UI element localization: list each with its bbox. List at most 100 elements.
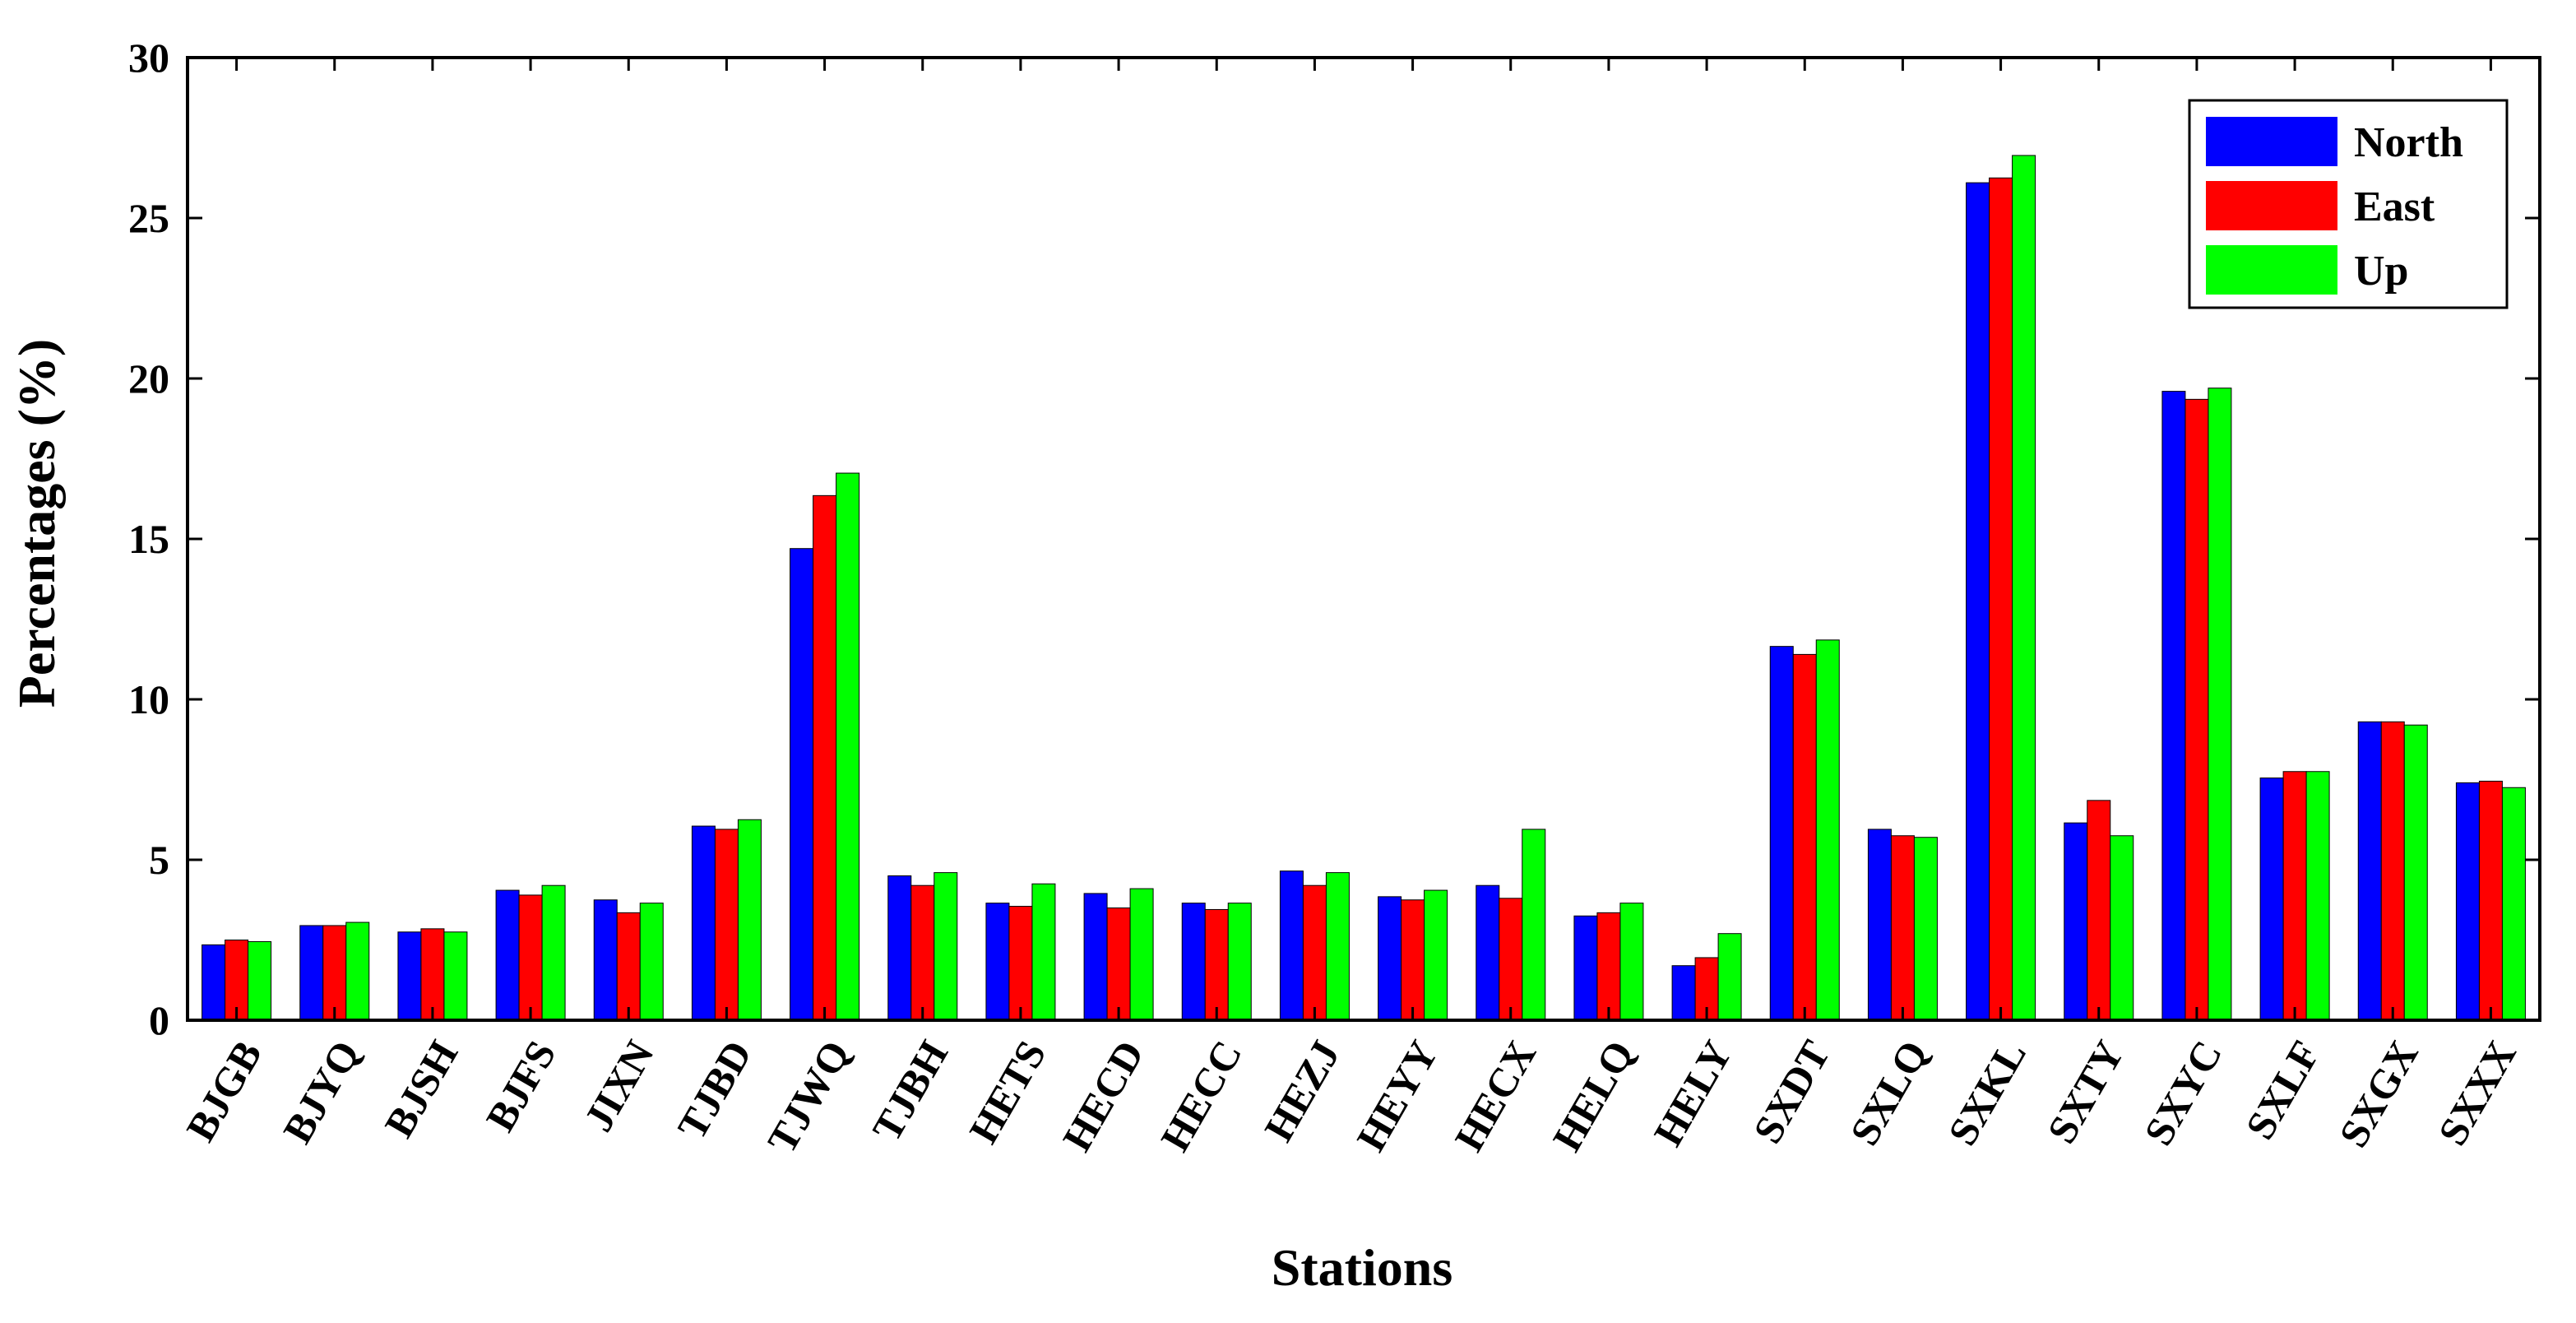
bar-north-bjyq [299, 925, 324, 1021]
bar-north-sxdt [1769, 646, 1794, 1021]
bar-group [202, 155, 2526, 1021]
bar-up-bjyq [345, 921, 370, 1021]
x-axis-label: Stations [1272, 1238, 1453, 1297]
bar-north-sxkl [1966, 182, 1990, 1021]
y-tick-label: 0 [149, 997, 169, 1043]
x-tick-label: SXKL [1939, 1033, 2035, 1153]
bar-east-hecd [1106, 908, 1131, 1021]
bar-up-sxkl [2012, 155, 2036, 1021]
bar-east-sxty [2087, 800, 2111, 1021]
bar-north-hely [1671, 965, 1696, 1021]
bar-north-sxty [2064, 822, 2088, 1021]
bar-north-heyy [1378, 896, 1402, 1021]
bar-up-sxxx [2501, 787, 2526, 1021]
bar-up-bjgb [248, 940, 272, 1021]
bar-east-helq [1596, 912, 1621, 1021]
x-tick-label: JIXN [575, 1033, 663, 1139]
bar-east-bjfs [518, 894, 543, 1021]
bar-north-sxgx [2357, 721, 2382, 1021]
y-tick-label: 10 [128, 676, 169, 722]
y-tick-label: 5 [149, 837, 169, 883]
bar-north-sxyc [2161, 391, 2186, 1021]
x-tick-label: BJYQ [274, 1033, 368, 1150]
x-tick-label: SXTY [2038, 1033, 2133, 1151]
bar-east-heyy [1401, 899, 1425, 1021]
bar-north-tjbh [887, 875, 912, 1021]
bar-north-hecd [1083, 893, 1108, 1021]
x-tick-label: HECC [1151, 1033, 1251, 1158]
bar-north-sxlf [2259, 778, 2284, 1021]
y-axis-label: Percentages (%) [7, 339, 66, 708]
bar-east-hecc [1204, 908, 1229, 1021]
bar-up-hely [1717, 933, 1742, 1021]
bar-north-tjbd [691, 825, 716, 1021]
x-tick-label: TJWQ [758, 1033, 859, 1161]
bar-up-sxyc [2208, 388, 2232, 1021]
bar-east-bjyq [322, 925, 347, 1021]
bar-north-hezj [1279, 870, 1304, 1021]
x-tick-label: HEYY [1347, 1033, 1447, 1158]
bar-up-sxty [2110, 835, 2134, 1021]
bar-east-sxdt [1792, 653, 1817, 1021]
bar-east-bjsh [420, 928, 445, 1021]
bar-up-tjbd [737, 819, 762, 1021]
x-tick-label: SXYC [2135, 1033, 2231, 1153]
x-tick-label: HELY [1644, 1033, 1740, 1154]
bar-north-hecx [1476, 884, 1500, 1021]
x-tick-label: HECD [1054, 1033, 1153, 1158]
x-tick-label: SXLF [2236, 1033, 2328, 1147]
bar-east-sxgx [2380, 721, 2405, 1021]
bar-east-sxlq [1890, 835, 1915, 1021]
x-tick-label: HELQ [1544, 1033, 1643, 1158]
x-tick-label: SXLQ [1841, 1033, 1937, 1153]
x-tick-label: HETS [960, 1033, 1054, 1151]
bar-north-bjfs [495, 889, 520, 1021]
bar-east-sxlf [2282, 771, 2307, 1021]
legend-label-north: North [2354, 119, 2463, 166]
bar-up-tjwq [836, 472, 860, 1021]
bar-up-hets [1031, 883, 1056, 1021]
bar-up-bjfs [541, 884, 566, 1021]
bar-east-tjbh [910, 884, 935, 1021]
bar-north-helq [1573, 915, 1598, 1021]
x-tick-label: SXXX [2429, 1033, 2525, 1153]
bar-north-tjwq [790, 548, 814, 1021]
bar-up-sxdt [1815, 639, 1840, 1021]
bar-east-sxkl [1989, 177, 2013, 1021]
bar-up-heyy [1424, 889, 1448, 1021]
x-tick-label: BJSH [375, 1033, 466, 1144]
y-tick-label: 15 [128, 516, 169, 562]
bar-up-helq [1619, 903, 1644, 1021]
bar-up-sxlq [1913, 837, 1938, 1021]
bar-east-bjgb [225, 940, 249, 1021]
bar-north-jixn [593, 899, 618, 1021]
bar-up-hecc [1227, 903, 1252, 1021]
bar-east-sxyc [2185, 398, 2209, 1021]
y-axis-ticks: 0 5 10 15 20 25 30 [128, 35, 2540, 1043]
bar-up-hecd [1129, 888, 1154, 1021]
bar-north-bjgb [202, 944, 226, 1021]
x-tick-label: BJGB [177, 1033, 271, 1149]
legend-label-up: Up [2354, 248, 2408, 295]
bar-up-hecx [1522, 829, 1546, 1021]
x-tick-label: SXGX [2330, 1033, 2427, 1154]
x-tick-label: TJBH [863, 1033, 957, 1149]
y-tick-label: 25 [128, 195, 169, 241]
legend-label-east: East [2354, 183, 2435, 230]
x-tick-label: TJBD [668, 1033, 760, 1147]
x-tick-label: BJFS [477, 1033, 565, 1139]
bar-up-jixn [639, 903, 664, 1021]
bar-north-bjsh [397, 931, 422, 1021]
bar-up-sxlf [2305, 771, 2330, 1021]
legend-swatch-east [2206, 181, 2337, 230]
bar-east-tjwq [813, 494, 837, 1021]
y-tick-label: 30 [128, 35, 169, 81]
y-tick-label: 20 [128, 355, 169, 402]
x-tick-label: HEZJ [1255, 1033, 1349, 1149]
bar-east-jixn [616, 912, 641, 1021]
bar-up-sxgx [2403, 724, 2428, 1021]
legend-swatch-up [2206, 245, 2337, 295]
bar-north-hecc [1181, 903, 1206, 1021]
bar-east-hecx [1499, 898, 1523, 1021]
